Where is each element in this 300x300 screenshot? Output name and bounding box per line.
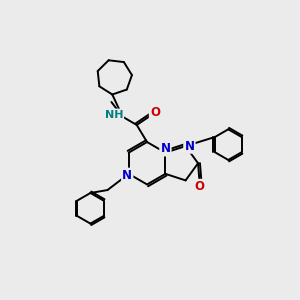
Text: N: N [122,169,132,182]
Text: N: N [184,140,194,153]
Text: O: O [194,180,205,193]
Text: O: O [150,106,160,119]
Text: NH: NH [104,110,123,120]
Text: N: N [160,142,170,155]
